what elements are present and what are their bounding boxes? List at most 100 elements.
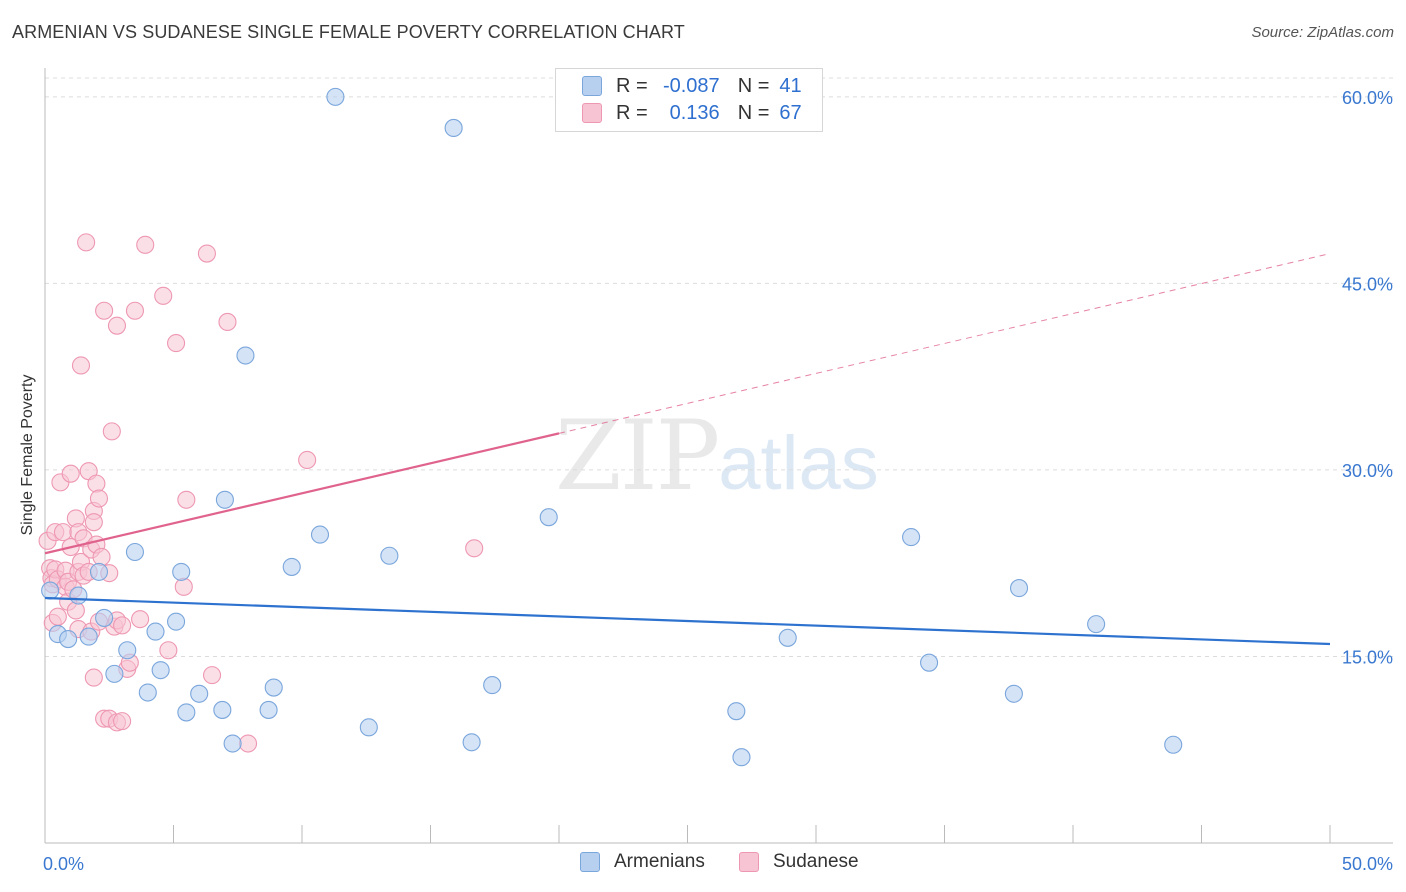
- armenian-point: [902, 528, 921, 547]
- y-axis-label: Single Female Poverty: [19, 374, 36, 536]
- sudanese-point: [92, 547, 111, 567]
- armenian-point: [1087, 615, 1106, 634]
- armenian-point: [138, 683, 157, 702]
- trend-lines: [44, 253, 1331, 646]
- sudanese-point: [174, 577, 193, 596]
- armenian-point: [177, 703, 196, 722]
- sudanese-point: [159, 641, 178, 660]
- y-tick-label: 15.0%: [1342, 647, 1393, 667]
- legend-n-value: 67: [779, 101, 802, 124]
- sudanese-point: [298, 450, 317, 470]
- armenian-point: [920, 653, 939, 672]
- armenian-point: [118, 641, 137, 660]
- armenian-point: [59, 630, 78, 649]
- armenian-point: [444, 118, 463, 138]
- sudanese-point: [238, 734, 258, 753]
- legend-n-label: N =: [737, 101, 770, 124]
- armenian-point: [380, 546, 399, 565]
- armenian-points: [41, 87, 1183, 767]
- legend-r-value: -0.087: [662, 74, 720, 97]
- sudanese-legend-swatch: [739, 852, 759, 872]
- armenian-point: [151, 661, 170, 680]
- armenian-point: [1004, 684, 1023, 703]
- sudanese-trend-line: [44, 432, 560, 555]
- armenian-point: [146, 622, 165, 641]
- armenian-point: [223, 734, 242, 753]
- armenian-point: [236, 346, 255, 365]
- legend-row-armenians: R = -0.087 N = 41: [582, 74, 802, 98]
- armenian-point: [89, 562, 109, 581]
- x-tick-label-max: 50.0%: [1342, 854, 1393, 874]
- legend-r-value: 0.136: [669, 101, 720, 124]
- armenian-point: [778, 628, 797, 647]
- armenian-point: [95, 608, 114, 627]
- armenian-point: [215, 490, 234, 509]
- sudanese-point: [84, 668, 103, 687]
- source-label: Source: ZipAtlas.com: [1251, 24, 1394, 41]
- armenian-point: [105, 664, 124, 683]
- grid-lines: [45, 77, 1393, 657]
- correlation-legend: R = -0.087 N = 41 R = 0.136 N = 67: [555, 68, 823, 132]
- armenian-point: [727, 702, 746, 721]
- tick-labels: 15.0% 30.0% 45.0% 60.0% 0.0% 50.0%: [43, 88, 1393, 874]
- sudanese-point: [113, 712, 132, 731]
- sudanese-point: [87, 474, 106, 493]
- armenian-point: [125, 542, 144, 562]
- sudanese-point: [125, 301, 144, 320]
- sudanese-point: [61, 464, 80, 483]
- armenian-point: [79, 627, 98, 646]
- sudanese-legend-label: Sudanese: [773, 851, 859, 872]
- series-legend: Armenians Sudanese: [0, 851, 1406, 879]
- sudanese-point: [84, 513, 103, 532]
- sudanese-point: [102, 422, 121, 441]
- legend-n-value: 41: [779, 74, 802, 97]
- armenian-point: [264, 678, 283, 697]
- sudanese-point: [66, 601, 85, 620]
- y-tick-label: 45.0%: [1342, 274, 1393, 294]
- armenians-swatch: [582, 76, 602, 96]
- legend-r-label: R =: [616, 101, 648, 124]
- armenians-legend-swatch: [580, 852, 600, 872]
- sudanese-point: [89, 489, 109, 508]
- legend-item-armenians[interactable]: Armenians: [580, 851, 705, 873]
- sudanese-point: [53, 523, 73, 542]
- armenian-point: [167, 612, 186, 631]
- armenian-point: [282, 557, 301, 576]
- x-tick-label-min: 0.0%: [43, 854, 84, 874]
- armenian-point: [1009, 579, 1029, 598]
- legend-row-sudanese: R = 0.136 N = 67: [582, 101, 802, 125]
- y-tick-label: 30.0%: [1342, 461, 1393, 481]
- sudanese-point: [136, 235, 155, 254]
- armenian-point: [359, 718, 378, 737]
- sudanese-point: [131, 610, 150, 629]
- sudanese-point: [77, 233, 96, 252]
- armenian-point: [190, 684, 209, 703]
- watermark-zip: ZIP: [555, 400, 720, 512]
- sudanese-swatch: [582, 103, 602, 123]
- armenians-legend-label: Armenians: [614, 851, 705, 872]
- sudanese-point: [218, 312, 237, 332]
- chart-title: ARMENIAN VS SUDANESE SINGLE FEMALE POVER…: [12, 22, 685, 42]
- y-tick-label: 60.0%: [1342, 88, 1393, 108]
- armenian-point: [539, 508, 558, 527]
- armenian-point: [462, 733, 481, 752]
- armenian-point: [310, 525, 330, 544]
- armenian-point: [732, 748, 751, 767]
- sudanese-point: [107, 316, 127, 335]
- sudanese-point: [113, 616, 132, 635]
- armenian-point: [172, 562, 191, 581]
- sudanese-point: [167, 334, 186, 353]
- armenian-point: [1164, 735, 1183, 754]
- sudanese-point: [177, 490, 196, 509]
- sudanese-trend-extension: [558, 253, 1331, 434]
- armenian-point: [213, 700, 232, 719]
- legend-item-sudanese[interactable]: Sudanese: [739, 851, 859, 873]
- armenian-point: [483, 676, 502, 695]
- armenian-point: [41, 581, 60, 600]
- watermark-atlas: atlas: [718, 421, 879, 506]
- sudanese-point: [465, 539, 484, 558]
- sudanese-point: [154, 286, 173, 305]
- watermark: ZIPatlas: [555, 400, 879, 512]
- sudanese-point: [203, 666, 222, 685]
